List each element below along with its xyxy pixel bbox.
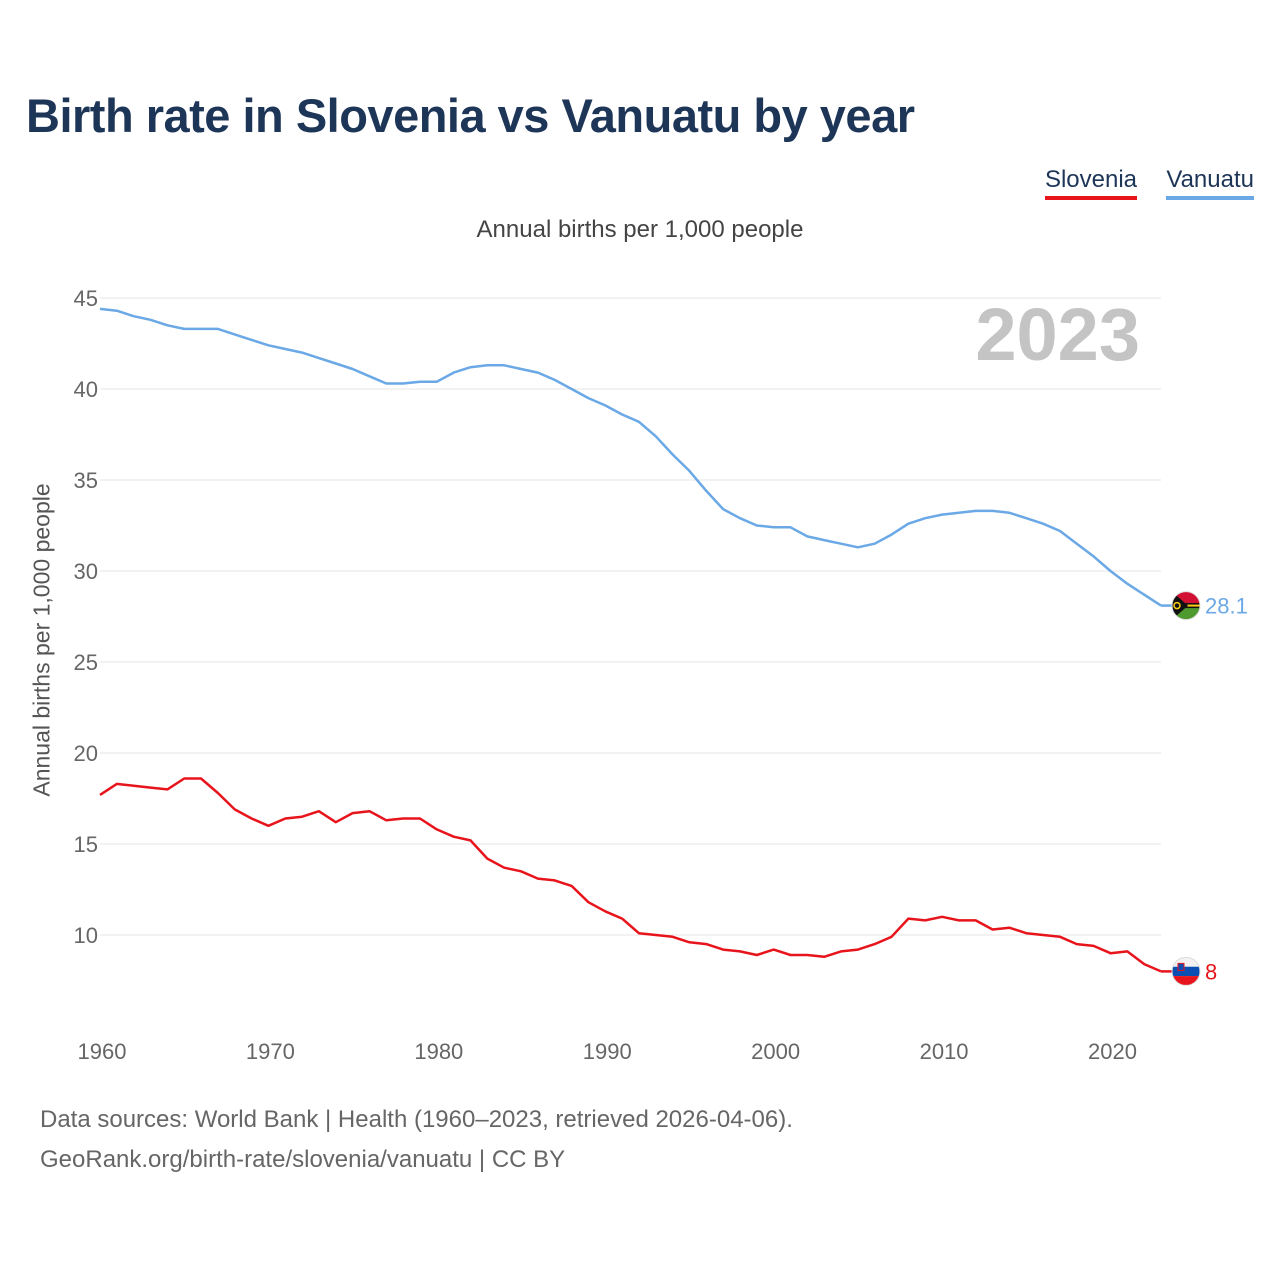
y-tick-label: 15 [74, 832, 98, 857]
series-line-slovenia[interactable] [99, 777, 1162, 973]
y-tick-label: 20 [74, 741, 98, 766]
x-axis-ticks: 1960 1970 1980 1990 2000 2010 2020 [78, 1039, 1137, 1064]
x-tick-label: 1980 [414, 1039, 463, 1064]
y-tick-label: 10 [74, 923, 98, 948]
end-value-label-slovenia: 8 [1205, 959, 1217, 984]
chart-subtitle: Annual births per 1,000 people [476, 216, 804, 243]
x-tick-label: 2010 [920, 1039, 969, 1064]
line-chart: 10 15 20 25 30 35 40 45 1960 1970 1980 1990 2000 201… [74, 286, 1248, 1064]
series-lines [99, 307, 1162, 973]
chart-title: Birth rate in Slovenia vs Vanuatu by yea… [26, 89, 915, 142]
legend-item-vanuatu[interactable]: Vanuatu [1166, 166, 1254, 200]
legend-item-slovenia[interactable]: Slovenia [1044, 166, 1137, 200]
vanuatu-flag-icon [1171, 591, 1201, 621]
x-tick-label: 2020 [1088, 1039, 1137, 1064]
footer-sources: Data sources: World Bank | Health (1960–… [40, 1106, 793, 1133]
end-value-label-vanuatu: 28.1 [1205, 594, 1248, 619]
footer-attribution: GeoRank.org/birth-rate/slovenia/vanuatu … [40, 1146, 566, 1173]
x-tick-label: 1970 [246, 1039, 295, 1064]
slovenia-flag-icon [1171, 956, 1201, 986]
end-markers: 28.18 [1161, 591, 1248, 986]
y-axis-ticks: 10 15 20 25 30 35 40 45 [74, 286, 98, 948]
y-tick-label: 30 [74, 559, 98, 584]
x-tick-label: 2000 [751, 1039, 800, 1064]
x-tick-label: 1990 [583, 1039, 632, 1064]
y-tick-label: 40 [74, 377, 98, 402]
y-tick-label: 45 [74, 286, 98, 311]
y-tick-label: 35 [74, 468, 98, 493]
gridlines [100, 297, 1161, 936]
x-tick-label: 1960 [78, 1039, 127, 1064]
series-line-vanuatu[interactable] [99, 307, 1162, 607]
year-overlay: 2023 [975, 293, 1140, 376]
y-tick-label: 25 [74, 650, 98, 675]
